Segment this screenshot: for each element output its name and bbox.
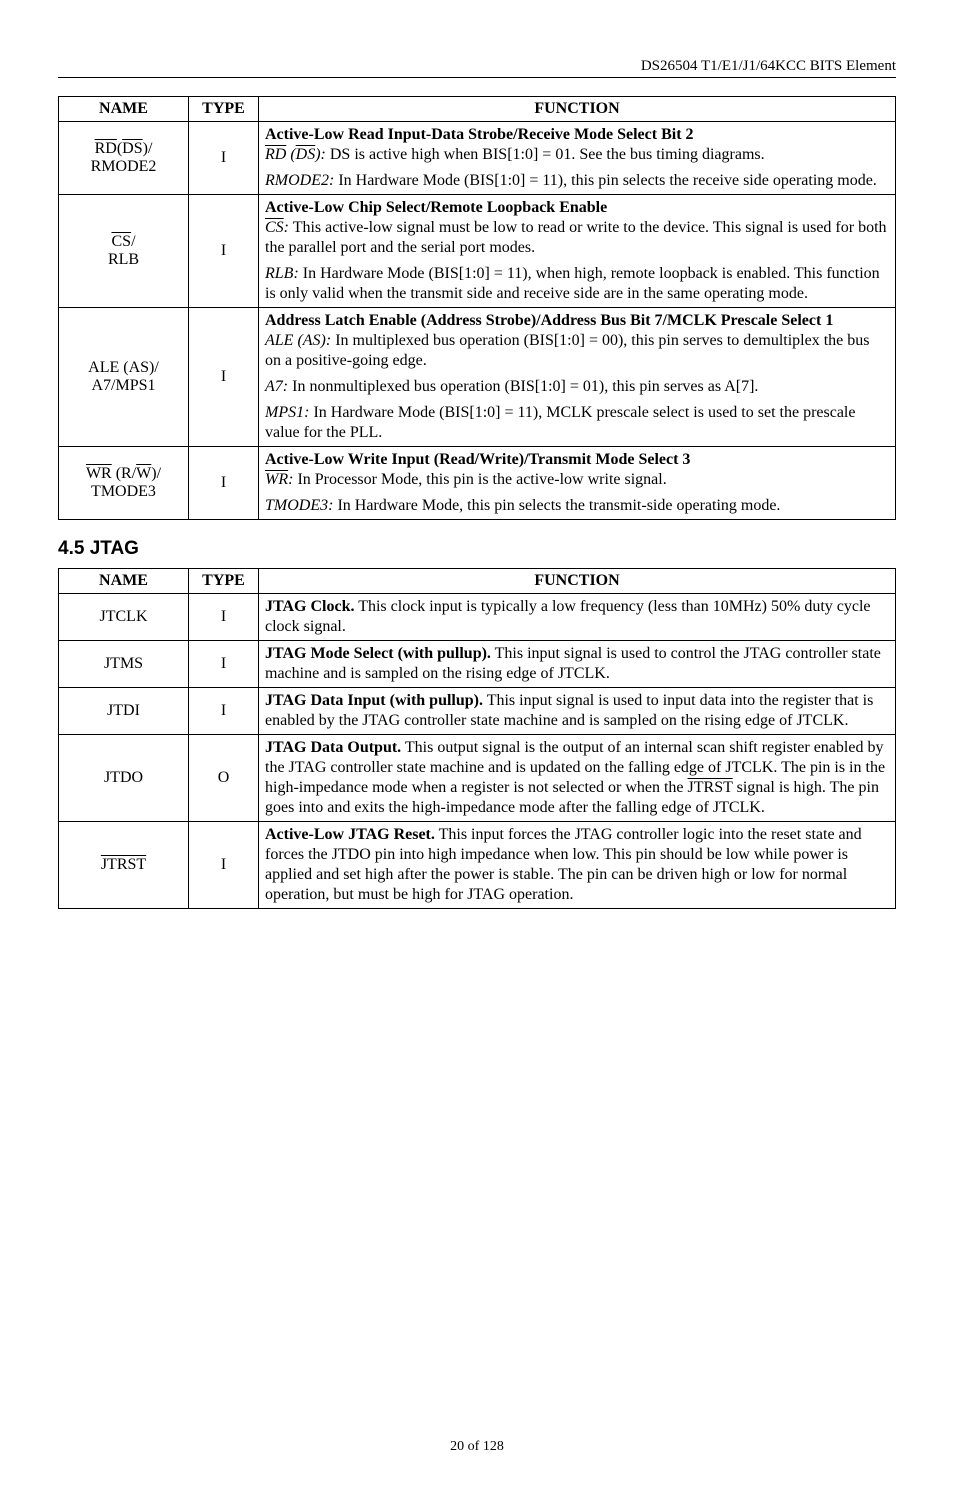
- pin-name: WR (R/W)/TMODE3: [59, 447, 189, 520]
- table-row: RD(DS)/RMODE2IActive-Low Read Input-Data…: [59, 122, 896, 195]
- pin-type: I: [189, 594, 259, 641]
- pin-table-1: NAME TYPE FUNCTION RD(DS)/RMODE2IActive-…: [58, 96, 896, 520]
- section-heading-jtag: 4.5 JTAG: [58, 538, 896, 560]
- pin-type: I: [189, 688, 259, 735]
- th-type: TYPE: [189, 569, 259, 594]
- th-type: TYPE: [189, 97, 259, 122]
- pin-function: JTAG Mode Select (with pullup). This inp…: [259, 641, 896, 688]
- pin-name: RD(DS)/RMODE2: [59, 122, 189, 195]
- table-row: JTRSTIActive-Low JTAG Reset. This input …: [59, 822, 896, 909]
- pin-function: JTAG Data Output. This output signal is …: [259, 735, 896, 822]
- pin-table-2: NAME TYPE FUNCTION JTCLKIJTAG Clock. Thi…: [58, 568, 896, 909]
- th-name: NAME: [59, 569, 189, 594]
- pin-type: I: [189, 641, 259, 688]
- pin-name: JTDI: [59, 688, 189, 735]
- th-name: NAME: [59, 97, 189, 122]
- th-function: FUNCTION: [259, 97, 896, 122]
- page-footer: 20 of 128: [58, 1439, 896, 1455]
- pin-type: I: [189, 822, 259, 909]
- table-row: ALE (AS)/A7/MPS1IAddress Latch Enable (A…: [59, 308, 896, 447]
- pin-name: CS/RLB: [59, 195, 189, 308]
- pin-function: Active-Low Chip Select/Remote Loopback E…: [259, 195, 896, 308]
- pin-name: JTCLK: [59, 594, 189, 641]
- pin-type: I: [189, 195, 259, 308]
- pin-type: I: [189, 122, 259, 195]
- pin-type: I: [189, 447, 259, 520]
- pin-function: JTAG Data Input (with pullup). This inpu…: [259, 688, 896, 735]
- pin-function: Address Latch Enable (Address Strobe)/Ad…: [259, 308, 896, 447]
- pin-name: JTDO: [59, 735, 189, 822]
- pin-type: O: [189, 735, 259, 822]
- pin-name: JTRST: [59, 822, 189, 909]
- pin-name: JTMS: [59, 641, 189, 688]
- pin-function: Active-Low Write Input (Read/Write)/Tran…: [259, 447, 896, 520]
- pin-function: JTAG Clock. This clock input is typicall…: [259, 594, 896, 641]
- pin-type: I: [189, 308, 259, 447]
- table-row: JTMSIJTAG Mode Select (with pullup). Thi…: [59, 641, 896, 688]
- table-row: WR (R/W)/TMODE3IActive-Low Write Input (…: [59, 447, 896, 520]
- pin-function: Active-Low Read Input-Data Strobe/Receiv…: [259, 122, 896, 195]
- pin-name: ALE (AS)/A7/MPS1: [59, 308, 189, 447]
- table-row: JTDOOJTAG Data Output. This output signa…: [59, 735, 896, 822]
- table-row: JTCLKIJTAG Clock. This clock input is ty…: [59, 594, 896, 641]
- doc-header: DS26504 T1/E1/J1/64KCC BITS Element: [58, 58, 896, 78]
- table-row: CS/RLBIActive-Low Chip Select/Remote Loo…: [59, 195, 896, 308]
- th-function: FUNCTION: [259, 569, 896, 594]
- table-row: JTDIIJTAG Data Input (with pullup). This…: [59, 688, 896, 735]
- pin-function: Active-Low JTAG Reset. This input forces…: [259, 822, 896, 909]
